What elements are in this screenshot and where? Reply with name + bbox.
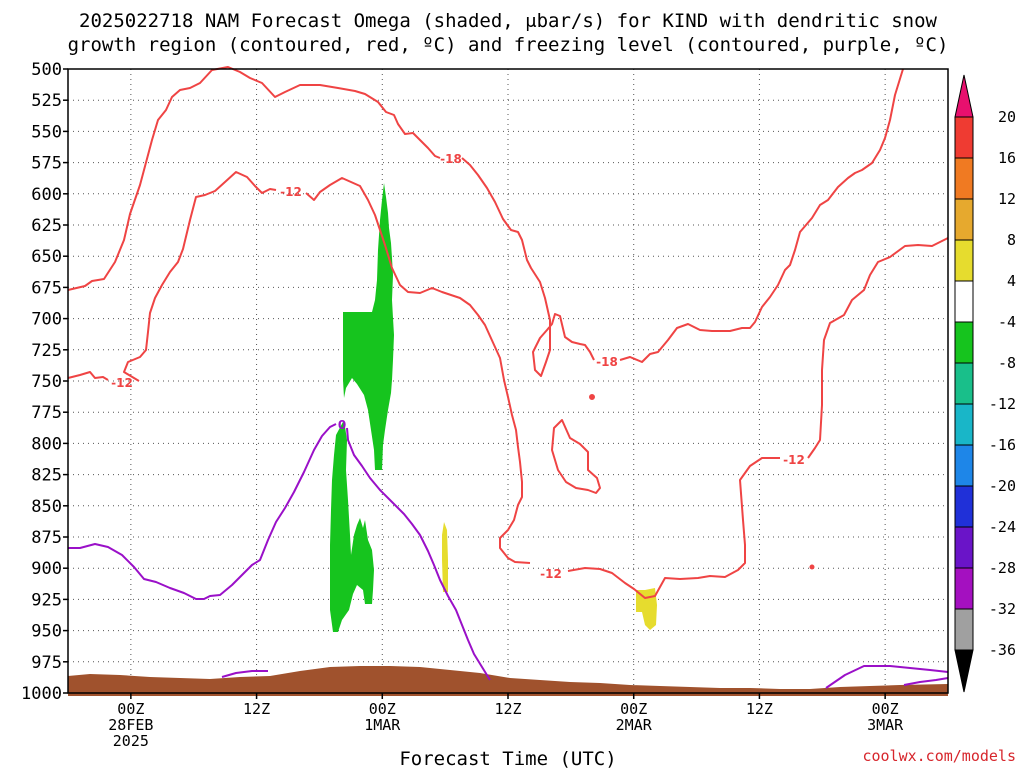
colorbar: 20 16 12 8 4 -4 -8 -12 -16 -20 -24 -28 -32 -36 bbox=[954, 74, 1016, 693]
colorbar-label: 12 bbox=[998, 190, 1016, 208]
y-tick-label: 975 bbox=[31, 653, 62, 673]
contour-label-minus12-c: -12 bbox=[783, 453, 805, 467]
colorbar-label: -28 bbox=[989, 559, 1016, 577]
x-tick-label: 2025 bbox=[113, 732, 149, 750]
colorbar-segment bbox=[954, 239, 974, 282]
contour-label-minus18-a: -18 bbox=[440, 152, 462, 166]
dgz-contours bbox=[67, 66, 949, 599]
colorbar-segment bbox=[954, 321, 974, 364]
x-tick-label: 12Z bbox=[243, 700, 270, 718]
colorbar-label: -4 bbox=[998, 313, 1016, 331]
x-tick-label: 2MAR bbox=[616, 716, 653, 734]
colorbar-segment bbox=[954, 157, 974, 200]
colorbar-segment bbox=[954, 485, 974, 528]
contour-label-minus12-d: -12 bbox=[540, 567, 562, 581]
contour-labels: -18 -12 -12 -18 -12 -12 0 bbox=[111, 152, 805, 581]
y-tick-label: 925 bbox=[31, 590, 62, 610]
dgz-contour-minus12 bbox=[67, 171, 949, 599]
omega-sinking-motion-2 bbox=[636, 588, 657, 630]
y-tick-label: 725 bbox=[31, 341, 62, 361]
y-tick-label: 700 bbox=[31, 310, 62, 330]
freezing-level-contour-left-bottom bbox=[221, 670, 268, 678]
colorbar-segment bbox=[954, 403, 974, 446]
y-tick-label: 800 bbox=[31, 434, 62, 454]
dgz-contour-minus18 bbox=[67, 66, 904, 377]
colorbar-label: -36 bbox=[989, 641, 1016, 659]
x-tick-label: 00Z bbox=[872, 700, 899, 718]
colorbar-label: -16 bbox=[989, 436, 1016, 454]
y-tick-label: 600 bbox=[31, 185, 62, 205]
y-tick-label: 775 bbox=[31, 403, 62, 423]
x-tick-label: 3MAR bbox=[867, 716, 904, 734]
colorbar-label: -20 bbox=[989, 477, 1016, 495]
freezing-level-contour-right-bottom bbox=[825, 665, 949, 689]
colorbar-label: -32 bbox=[989, 600, 1016, 618]
y-tick-label: 900 bbox=[31, 559, 62, 579]
contour-label-minus12-a: -12 bbox=[280, 185, 302, 199]
y-tick-label: 625 bbox=[31, 216, 62, 236]
y-axis: 500 525 550 575 600 625 650 675 700 725 750 775 800 8… bbox=[21, 60, 68, 704]
colorbar-segment bbox=[954, 74, 974, 118]
y-tick-label: 525 bbox=[31, 91, 62, 111]
omega-sinking-motion-1 bbox=[442, 522, 448, 592]
dgz-contour-dot-2 bbox=[809, 564, 815, 570]
contour-label-minus12-b: -12 bbox=[111, 376, 133, 390]
colorbar-segment bbox=[954, 649, 974, 693]
colorbar-segment bbox=[954, 526, 974, 569]
x-tick-label: 00Z bbox=[117, 700, 144, 718]
colorbar-segment bbox=[954, 362, 974, 405]
x-tick-label: 28FEB bbox=[108, 716, 153, 734]
x-tick-label: 12Z bbox=[494, 700, 521, 718]
contour-label-freezing-0: 0 bbox=[338, 418, 346, 432]
y-tick-label: 750 bbox=[31, 372, 62, 392]
terrain-surface bbox=[68, 666, 948, 696]
y-tick-label: 850 bbox=[31, 497, 62, 517]
y-tick-label: 825 bbox=[31, 466, 62, 486]
colorbar-segment bbox=[954, 280, 974, 323]
x-tick-label: 1MAR bbox=[364, 716, 401, 734]
freezing-level-contours bbox=[68, 423, 949, 689]
colorbar-segment bbox=[954, 608, 974, 651]
omega-shading-positive bbox=[442, 522, 657, 630]
colorbar-label: 8 bbox=[1007, 231, 1016, 249]
colorbar-segment bbox=[954, 444, 974, 487]
x-axis-title: Forecast Time (UTC) bbox=[399, 748, 616, 768]
x-tick-label: 00Z bbox=[620, 700, 647, 718]
omega-shading-negative bbox=[330, 183, 394, 632]
y-tick-label: 875 bbox=[31, 528, 62, 548]
contour-label-minus18-b: -18 bbox=[596, 355, 618, 369]
colorbar-label: 20 bbox=[998, 108, 1016, 126]
y-tick-label: 650 bbox=[31, 247, 62, 267]
watermark-text: coolwx.com/models bbox=[862, 747, 1016, 765]
y-tick-label: 500 bbox=[31, 60, 62, 80]
y-tick-label: 950 bbox=[31, 622, 62, 642]
y-tick-label: 1000 bbox=[21, 684, 62, 704]
dgz-contour-dot-1 bbox=[589, 394, 595, 400]
x-tick-label: 00Z bbox=[369, 700, 396, 718]
y-tick-label: 550 bbox=[31, 122, 62, 142]
colorbar-segment bbox=[954, 198, 974, 241]
colorbar-label: 4 bbox=[1007, 272, 1016, 290]
dgz-contour-closed-loop bbox=[551, 419, 601, 494]
freezing-level-contour-0 bbox=[68, 423, 491, 681]
omega-upward-motion-upper bbox=[343, 183, 394, 470]
colorbar-label: -24 bbox=[989, 518, 1016, 536]
y-tick-label: 575 bbox=[31, 154, 62, 174]
chart-title-line1: 2025022718 NAM Forecast Omega (shaded, μ… bbox=[79, 10, 937, 32]
colorbar-label: -12 bbox=[989, 395, 1016, 413]
y-tick-label: 675 bbox=[31, 278, 62, 298]
chart-title-line2: growth region (contoured, red, ºC) and f… bbox=[68, 34, 949, 56]
colorbar-segment bbox=[954, 567, 974, 610]
colorbar-label: -8 bbox=[998, 354, 1016, 372]
omega-upward-motion-lower bbox=[330, 420, 374, 632]
x-tick-label: 12Z bbox=[746, 700, 773, 718]
colorbar-segment bbox=[954, 116, 974, 159]
colorbar-label: 16 bbox=[998, 149, 1016, 167]
